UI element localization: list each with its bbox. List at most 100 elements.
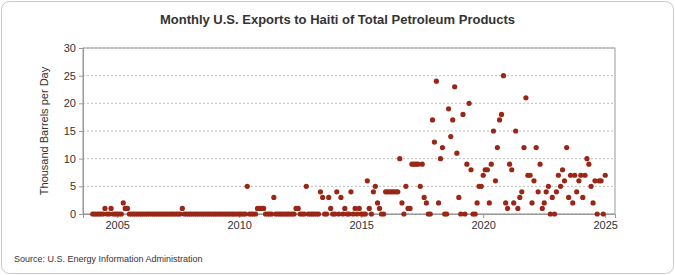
x-tick-label: 2010 xyxy=(227,219,251,231)
point xyxy=(452,84,457,89)
point xyxy=(601,211,606,216)
grid-line xyxy=(83,186,615,187)
plot-frame xyxy=(83,48,615,214)
point xyxy=(521,145,526,150)
point xyxy=(536,189,541,194)
y-tick-mark xyxy=(79,103,83,104)
point xyxy=(304,184,309,189)
point xyxy=(531,178,536,183)
point xyxy=(556,173,561,178)
title: Monthly U.S. Exports to Haiti of Total P… xyxy=(160,12,515,27)
point xyxy=(505,206,510,211)
x-tick-label: 2005 xyxy=(105,219,129,231)
point xyxy=(365,178,370,183)
point xyxy=(381,211,386,216)
point xyxy=(509,167,514,172)
y-axis-line xyxy=(79,49,84,215)
point xyxy=(253,211,258,216)
point xyxy=(570,200,575,205)
point xyxy=(537,162,542,167)
y-tick: 10 xyxy=(64,153,83,165)
point xyxy=(499,112,504,117)
point xyxy=(436,200,441,205)
point xyxy=(560,167,565,172)
point xyxy=(485,167,490,172)
point xyxy=(180,206,185,211)
points xyxy=(90,73,608,217)
y-tick-mark xyxy=(79,159,83,160)
point xyxy=(572,173,577,178)
point xyxy=(316,211,321,216)
point xyxy=(576,178,581,183)
point xyxy=(324,211,329,216)
point xyxy=(590,200,595,205)
y-tick-label: 20 xyxy=(64,97,76,109)
point xyxy=(497,117,502,122)
point xyxy=(369,211,374,216)
point xyxy=(338,195,343,200)
y-tick: 25 xyxy=(64,70,83,82)
point xyxy=(456,195,461,200)
point xyxy=(407,206,412,211)
point xyxy=(580,195,585,200)
point xyxy=(493,178,498,183)
point xyxy=(489,162,494,167)
y-tick-label: 25 xyxy=(64,70,76,82)
y-tick-mark xyxy=(79,76,83,77)
point xyxy=(603,173,608,178)
frame xyxy=(2,2,674,274)
point xyxy=(444,211,449,216)
point xyxy=(125,206,130,211)
y-tick-label: 0 xyxy=(70,208,76,220)
point xyxy=(108,206,113,211)
point xyxy=(121,200,126,205)
point xyxy=(291,211,296,216)
point xyxy=(438,156,443,161)
point xyxy=(326,195,331,200)
point xyxy=(515,206,520,211)
point xyxy=(450,117,455,122)
point xyxy=(552,211,557,216)
point xyxy=(440,145,445,150)
y-tick-label: 15 xyxy=(64,125,76,137)
point xyxy=(540,206,545,211)
point xyxy=(595,211,600,216)
point xyxy=(375,200,380,205)
point xyxy=(245,184,250,189)
y-axis-title: Thousand Barrels per Day xyxy=(38,66,50,195)
point xyxy=(550,195,555,200)
y-tick-mark xyxy=(79,214,83,215)
point xyxy=(523,95,528,100)
point xyxy=(479,184,484,189)
grid-line xyxy=(83,158,615,159)
point xyxy=(466,101,471,106)
point xyxy=(446,106,451,111)
point xyxy=(475,200,480,205)
y-tick: 20 xyxy=(64,97,83,109)
point xyxy=(320,195,325,200)
point xyxy=(328,206,333,211)
point xyxy=(507,162,512,167)
point xyxy=(598,178,603,183)
point xyxy=(424,200,429,205)
point xyxy=(454,151,459,156)
point xyxy=(586,162,591,167)
grid-line xyxy=(83,103,615,104)
point xyxy=(418,184,423,189)
source: Source: U.S. Energy Information Administ… xyxy=(14,254,203,264)
point xyxy=(399,200,404,205)
point xyxy=(448,134,453,139)
point xyxy=(357,206,362,211)
point xyxy=(582,173,587,178)
point xyxy=(462,211,467,216)
point xyxy=(261,206,266,211)
point xyxy=(342,206,347,211)
y-tick: 5 xyxy=(70,180,83,192)
x-tick-label: 2015 xyxy=(349,219,373,231)
y-tick-mark xyxy=(79,131,83,132)
point xyxy=(271,195,276,200)
y-tick: 30 xyxy=(64,42,83,54)
point xyxy=(102,206,107,211)
point xyxy=(584,156,589,161)
point xyxy=(501,73,506,78)
